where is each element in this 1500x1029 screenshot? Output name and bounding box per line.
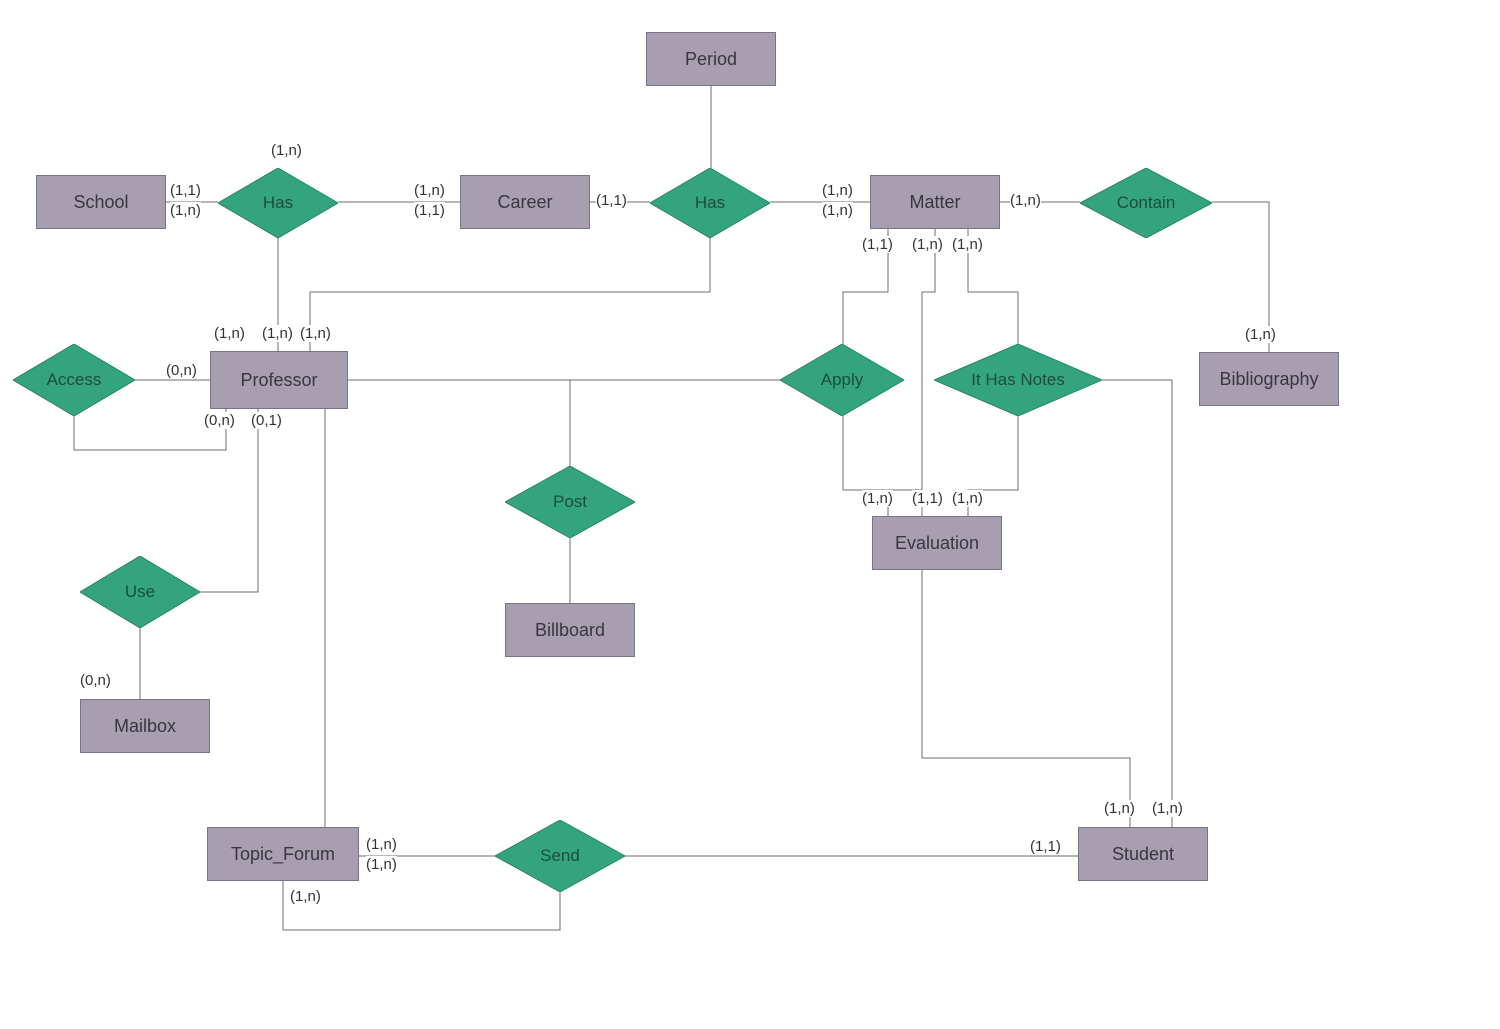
- entity-label: Student: [1112, 844, 1174, 865]
- relationship-label: Contain: [1117, 193, 1176, 213]
- cardinality-label: (1,n): [822, 202, 853, 219]
- relationship-use: Use: [80, 556, 200, 628]
- entity-label: Topic_Forum: [231, 844, 335, 865]
- entity-mailbox: Mailbox: [80, 699, 210, 753]
- entity-period: Period: [646, 32, 776, 86]
- edge-professor-post: [348, 380, 570, 466]
- cardinality-label: (1,n): [214, 325, 245, 342]
- entity-student: Student: [1078, 827, 1208, 881]
- entity-label: School: [73, 192, 128, 213]
- cardinality-label: (1,n): [414, 182, 445, 199]
- relationship-label: Post: [553, 492, 587, 512]
- relationship-label: Has: [263, 193, 293, 213]
- cardinality-label: (1,n): [822, 182, 853, 199]
- cardinality-label: (0,n): [204, 412, 235, 429]
- entity-billboard: Billboard: [505, 603, 635, 657]
- entity-label: Period: [685, 49, 737, 70]
- entity-label: Career: [497, 192, 552, 213]
- relationship-label: Use: [125, 582, 155, 602]
- cardinality-label: (1,1): [1030, 838, 1061, 855]
- edge-has2-professor: [310, 238, 710, 351]
- relationship-label: Has: [695, 193, 725, 213]
- entity-professor: Professor: [210, 351, 348, 409]
- entity-label: Mailbox: [114, 716, 176, 737]
- cardinality-label: (1,n): [952, 236, 983, 253]
- entity-career: Career: [460, 175, 590, 229]
- relationship-contain: Contain: [1080, 168, 1212, 238]
- cardinality-label: (1,n): [300, 325, 331, 342]
- edge-professor-send: [325, 409, 495, 856]
- relationship-has2: Has: [650, 168, 770, 238]
- cardinality-label: (1,n): [271, 142, 302, 159]
- edge-apply-student: [843, 416, 1130, 827]
- cardinality-label: (1,1): [596, 192, 627, 209]
- cardinality-label: (1,1): [414, 202, 445, 219]
- relationship-label: Apply: [821, 370, 864, 390]
- relationship-label: Send: [540, 846, 580, 866]
- entity-evaluation: Evaluation: [872, 516, 1002, 570]
- cardinality-label: (1,n): [1010, 192, 1041, 209]
- relationship-label: Access: [47, 370, 102, 390]
- cardinality-label: (1,1): [862, 236, 893, 253]
- cardinality-label: (1,n): [1152, 800, 1183, 817]
- relationship-has1: Has: [218, 168, 338, 238]
- cardinality-label: (1,n): [952, 490, 983, 507]
- edge-professor-use: [200, 409, 258, 592]
- relationship-send: Send: [495, 820, 625, 892]
- relationship-label: It Has Notes: [971, 370, 1065, 390]
- entity-matter: Matter: [870, 175, 1000, 229]
- cardinality-label: (0,n): [166, 362, 197, 379]
- cardinality-label: (1,n): [1104, 800, 1135, 817]
- entity-label: Billboard: [535, 620, 605, 641]
- relationship-ithas: It Has Notes: [934, 344, 1102, 416]
- relationship-apply: Apply: [780, 344, 904, 416]
- cardinality-label: (1,n): [1245, 326, 1276, 343]
- entity-label: Matter: [909, 192, 960, 213]
- cardinality-label: (0,n): [80, 672, 111, 689]
- er-diagram-canvas: School Career Period Matter Bibliography Prof…: [0, 0, 1500, 1029]
- relationship-access: Access: [13, 344, 135, 416]
- cardinality-label: (1,n): [290, 888, 321, 905]
- cardinality-label: (1,1): [912, 490, 943, 507]
- entity-label: Professor: [240, 370, 317, 391]
- relationship-post: Post: [505, 466, 635, 538]
- cardinality-label: (1,n): [912, 236, 943, 253]
- cardinality-label: (1,n): [170, 202, 201, 219]
- cardinality-label: (1,n): [262, 325, 293, 342]
- cardinality-label: (1,n): [366, 836, 397, 853]
- entity-topic_forum: Topic_Forum: [207, 827, 359, 881]
- edge-ithas-student: [1102, 380, 1172, 827]
- cardinality-label: (1,1): [170, 182, 201, 199]
- cardinality-label: (1,n): [862, 490, 893, 507]
- entity-label: Evaluation: [895, 533, 979, 554]
- cardinality-label: (1,n): [366, 856, 397, 873]
- entity-school: School: [36, 175, 166, 229]
- entity-bibliography: Bibliography: [1199, 352, 1339, 406]
- cardinality-label: (0,1): [251, 412, 282, 429]
- entity-label: Bibliography: [1219, 369, 1318, 390]
